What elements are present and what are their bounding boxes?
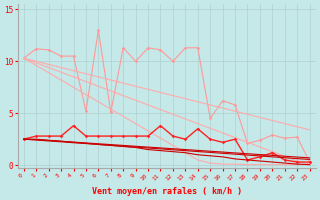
X-axis label: Vent moyen/en rafales ( km/h ): Vent moyen/en rafales ( km/h ) — [92, 187, 242, 196]
